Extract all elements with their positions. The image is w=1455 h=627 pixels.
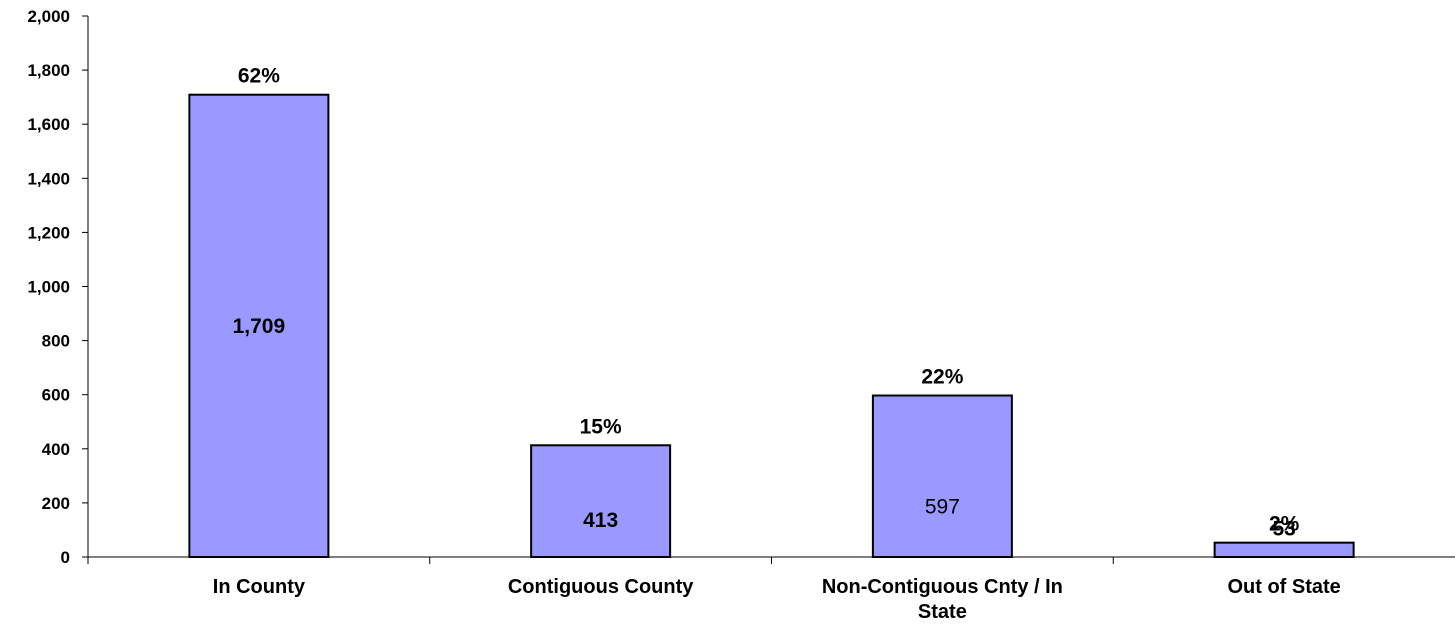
value-label: 53 bbox=[1272, 518, 1295, 541]
bar bbox=[530, 444, 672, 559]
category-label: In County bbox=[213, 576, 306, 598]
percent-label: 15% bbox=[580, 415, 622, 438]
category-label: Non-Contiguous Cnty / In State bbox=[822, 576, 1063, 623]
category-label: Out of State bbox=[1227, 576, 1340, 598]
y-tick-label: 1,200 bbox=[27, 223, 70, 242]
y-tick-label: 1,000 bbox=[27, 278, 70, 297]
chart-labels: 62% 1,709 In County 15% 413 Contiguous County… bbox=[213, 65, 1341, 623]
category-label-line: State bbox=[918, 601, 967, 623]
y-tick-label: 0 bbox=[61, 548, 70, 567]
value-label: 413 bbox=[583, 509, 618, 532]
chart-axes: 0 200 400 600 800 1,000 1,200 1,400 1,600 1,800 2,… bbox=[27, 7, 1455, 567]
category-label-line: Out of State bbox=[1227, 576, 1340, 598]
chart-bars bbox=[188, 93, 1355, 559]
percent-label: 2% bbox=[1269, 513, 1300, 536]
bar bbox=[871, 394, 1013, 558]
percent-label: 22% bbox=[921, 366, 963, 389]
y-tick-label: 2,000 bbox=[27, 7, 70, 26]
y-tick-label: 1,400 bbox=[27, 169, 70, 188]
y-tick-label: 800 bbox=[42, 332, 70, 351]
bar bbox=[188, 93, 330, 558]
y-tick-label: 1,600 bbox=[27, 115, 70, 134]
percent-label: 62% bbox=[238, 65, 280, 88]
category-label: Contiguous County bbox=[508, 576, 694, 598]
value-label: 1,709 bbox=[233, 315, 286, 338]
y-tick-label: 1,800 bbox=[27, 61, 70, 80]
value-label: 597 bbox=[925, 495, 960, 518]
y-tick-label: 600 bbox=[42, 386, 70, 405]
category-label-line: Contiguous County bbox=[508, 576, 694, 598]
y-tick-label: 400 bbox=[42, 440, 70, 459]
bar bbox=[1213, 541, 1355, 559]
category-label-line: In County bbox=[213, 576, 306, 598]
category-label-line: Non-Contiguous Cnty / In bbox=[822, 576, 1063, 598]
y-tick-label: 200 bbox=[42, 494, 70, 513]
